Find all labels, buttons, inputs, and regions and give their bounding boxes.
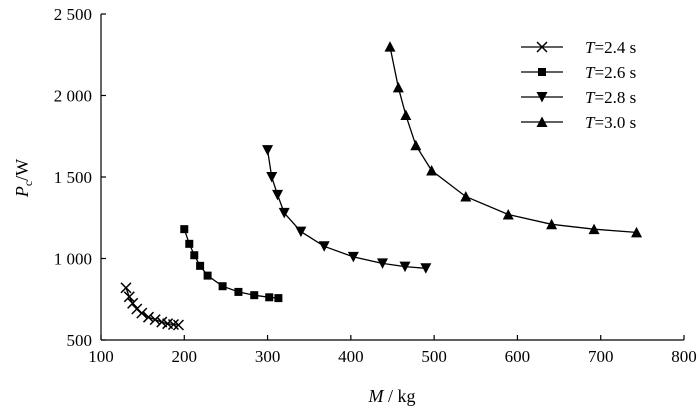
legend-variable: T <box>585 63 596 82</box>
data-point <box>167 318 179 331</box>
legend-marker <box>536 41 548 53</box>
data-point <box>546 218 558 230</box>
legend-value: 2.8 s <box>604 88 636 107</box>
legend-variable: T <box>585 113 596 132</box>
series-line <box>389 46 637 234</box>
legend-label: T=2.8 s <box>585 88 636 107</box>
data-point <box>172 319 184 331</box>
data-point <box>120 282 132 294</box>
data-point <box>265 293 274 302</box>
y-axis-title: Pc/W <box>12 159 35 198</box>
x-tick-label: 800 <box>671 347 697 366</box>
data-point <box>203 271 212 280</box>
series-layer <box>120 41 643 331</box>
y-tick-label: 1 500 <box>54 168 92 187</box>
series-2 <box>262 145 432 274</box>
x-tick-label: 200 <box>172 347 198 366</box>
data-point <box>420 263 432 274</box>
series-line <box>183 228 279 299</box>
legend-marker <box>536 92 548 103</box>
legend: T=2.4 sT=2.6 sT=2.8 sT=3.0 s <box>521 38 636 132</box>
data-point <box>631 226 643 238</box>
x-axis-unit: / kg <box>383 386 415 406</box>
series-1 <box>180 225 283 303</box>
legend-value: 2.6 s <box>604 63 636 82</box>
data-point <box>142 311 155 323</box>
series-0 <box>120 282 184 331</box>
data-point <box>136 307 148 319</box>
data-point <box>460 191 472 202</box>
data-point <box>347 251 359 263</box>
data-point <box>250 291 259 300</box>
legend-item: T=3.0 s <box>521 113 636 132</box>
data-point <box>588 223 600 235</box>
y-tick-label: 2 500 <box>54 5 92 24</box>
data-point <box>384 41 396 52</box>
data-point <box>149 314 161 326</box>
data-point <box>426 164 438 176</box>
legend-equals: = <box>594 38 604 57</box>
data-point <box>392 81 404 93</box>
data-point <box>196 261 205 270</box>
data-point <box>274 294 283 303</box>
series-3 <box>384 41 643 238</box>
legend-item: T=2.8 s <box>521 88 636 107</box>
legend-item: T=2.4 s <box>521 38 636 57</box>
legend-label: T=2.4 s <box>585 38 636 57</box>
x-tick-label: 700 <box>588 347 614 366</box>
x-axis-variable: M <box>367 386 384 406</box>
legend-item: T=2.6 s <box>521 63 636 82</box>
data-point <box>262 145 274 156</box>
legend-marker <box>538 68 546 76</box>
legend-equals: = <box>594 88 604 107</box>
legend-equals: = <box>594 63 604 82</box>
y-axis-subscript: c <box>21 181 35 186</box>
legend-label: T=3.0 s <box>585 113 636 132</box>
x-tick-label: 500 <box>421 347 447 366</box>
y-tick-label: 1 000 <box>54 250 92 269</box>
data-point <box>410 139 422 151</box>
x-tick-label: 400 <box>338 347 364 366</box>
y-tick-label: 500 <box>67 331 93 350</box>
legend-variable: T <box>585 88 596 107</box>
data-point <box>400 109 412 121</box>
data-point <box>190 251 199 260</box>
legend-label: T=2.6 s <box>585 63 636 82</box>
legend-equals: = <box>594 113 604 132</box>
x-ticks: 100 200 300 400 500 600 700 800 <box>88 335 697 366</box>
legend-variable: T <box>585 38 596 57</box>
y-ticks: 500 1 000 1 500 2 000 2 500 <box>54 5 106 350</box>
legend-value: 3.0 s <box>604 113 636 132</box>
x-tick-label: 300 <box>255 347 281 366</box>
data-point <box>377 258 389 269</box>
data-point <box>127 297 139 309</box>
data-point <box>218 282 227 291</box>
series-line <box>266 150 426 269</box>
x-tick-label: 600 <box>505 347 531 366</box>
data-point <box>185 239 194 248</box>
data-point <box>123 291 135 303</box>
y-axis-unit: /W <box>12 159 32 181</box>
data-point <box>502 208 514 220</box>
data-point <box>180 225 189 234</box>
data-point <box>234 287 243 296</box>
data-point <box>272 189 284 201</box>
data-point <box>278 207 290 219</box>
y-axis-variable: P <box>12 186 32 198</box>
data-point <box>318 241 330 252</box>
data-point <box>399 261 411 273</box>
x-axis-title: M / kg <box>367 386 415 406</box>
x-tick-label: 100 <box>88 347 114 366</box>
data-point <box>295 226 307 238</box>
legend-marker <box>536 116 548 127</box>
legend-value: 2.4 s <box>604 38 636 57</box>
y-tick-label: 2 000 <box>54 87 92 106</box>
data-point <box>266 172 278 183</box>
